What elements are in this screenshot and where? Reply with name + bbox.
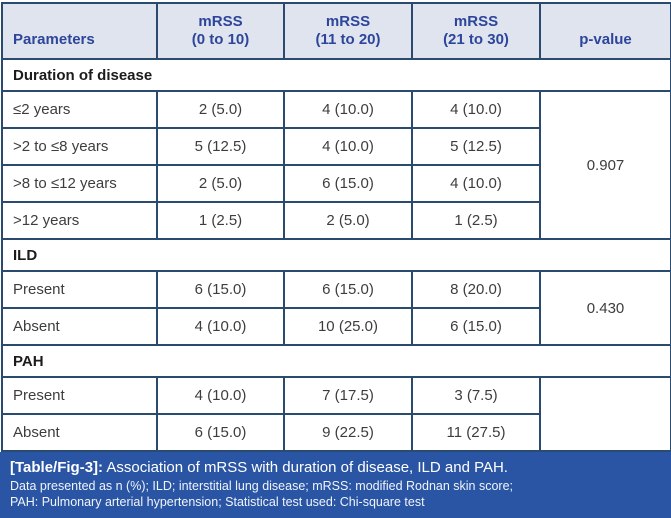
table-row: >2 to ≤8 years 5 (12.5) 4 (10.0) 5 (12.5) (1, 127, 671, 166)
value-cell: 4 (10.0) (411, 164, 541, 203)
p-value-cell: 0.907 (539, 90, 671, 240)
caption-tag: [Table/Fig-3]: (10, 459, 104, 476)
row-label: Present (1, 376, 158, 415)
value-cell: 10 (25.0) (283, 307, 413, 346)
value-cell: 2 (5.0) (156, 164, 285, 203)
figure-caption: [Table/Fig-3]: Association of mRSS with … (0, 452, 671, 518)
table-row: Absent 6 (15.0) 9 (22.5) 11 (27.5) (1, 413, 671, 452)
table-row: Present 4 (10.0) 7 (17.5) 3 (7.5) (1, 376, 671, 452)
row-label: >8 to ≤12 years (1, 164, 158, 203)
caption-title-line: [Table/Fig-3]: Association of mRSS with … (10, 458, 661, 478)
value-cell: 4 (10.0) (156, 307, 285, 346)
column-header-parameters: Parameters (1, 2, 158, 60)
column-header-mrss-11-20: mRSS (11 to 20) (283, 2, 413, 60)
value-cell: 2 (5.0) (283, 201, 413, 240)
value-cell: 6 (15.0) (283, 164, 413, 203)
value-cell: 6 (15.0) (283, 270, 413, 309)
caption-note-line-2: PAH: Pulmonary arterial hypertension; St… (10, 495, 425, 510)
row-label: ≤2 years (1, 90, 158, 129)
caption-note-line-1: Data presented as n (%); ILD; interstiti… (10, 478, 514, 493)
table-row: Present 6 (15.0) 6 (15.0) 8 (20.0) 0.430 (1, 270, 671, 346)
section-title: PAH (1, 344, 671, 378)
value-cell: 8 (20.0) (411, 270, 541, 309)
p-value-cell (539, 376, 671, 452)
value-cell: 4 (10.0) (283, 90, 413, 129)
column-header-label: mRSS (325, 12, 371, 30)
row-label: >12 years (1, 201, 158, 240)
value-cell: 6 (15.0) (156, 270, 285, 309)
caption-title: Association of mRSS with duration of dis… (103, 459, 508, 476)
value-cell: 1 (2.5) (156, 201, 285, 240)
value-cell: 3 (7.5) (411, 376, 541, 415)
value-cell: 1 (2.5) (411, 201, 541, 240)
p-value-cell: 0.430 (539, 270, 671, 346)
value-cell: 2 (5.0) (156, 90, 285, 129)
value-cell: 4 (10.0) (283, 127, 413, 166)
column-header-sublabel: (0 to 10) (191, 31, 250, 49)
section-row: Duration of disease (1, 58, 671, 92)
column-header-pvalue: p-value (539, 2, 671, 60)
value-cell: 5 (12.5) (411, 127, 541, 166)
value-cell: 4 (10.0) (156, 376, 285, 415)
table-row: ≤2 years 2 (5.0) 4 (10.0) 4 (10.0) 0.907 (1, 90, 671, 240)
value-cell: 11 (27.5) (411, 413, 541, 452)
row-label: Absent (1, 413, 158, 452)
table-row: Absent 4 (10.0) 10 (25.0) 6 (15.0) (1, 307, 671, 346)
section-row: ILD (1, 238, 671, 272)
value-cell: 9 (22.5) (283, 413, 413, 452)
association-table: Parameters mRSS (0 to 10) mRSS (11 to 20… (1, 2, 671, 452)
row-label: Absent (1, 307, 158, 346)
section-row: PAH (1, 344, 671, 378)
row-label: Present (1, 270, 158, 309)
table-body: Duration of disease ≤2 years 2 (5.0) 4 (10.… (1, 58, 671, 452)
section-title: ILD (1, 238, 671, 272)
value-cell: 7 (17.5) (283, 376, 413, 415)
column-header-mrss-21-30: mRSS (21 to 30) (411, 2, 541, 60)
column-header-label: mRSS (453, 12, 499, 30)
column-header-mrss-0-10: mRSS (0 to 10) (156, 2, 285, 60)
table-row: >8 to ≤12 years 2 (5.0) 6 (15.0) 4 (10.0) (1, 164, 671, 203)
section-title: Duration of disease (1, 58, 671, 92)
column-header-label: p-value (579, 31, 632, 49)
value-cell: 6 (15.0) (411, 307, 541, 346)
value-cell: 5 (12.5) (156, 127, 285, 166)
value-cell: 6 (15.0) (156, 413, 285, 452)
column-header-sublabel: (11 to 20) (315, 31, 381, 49)
table-row: >12 years 1 (2.5) 2 (5.0) 1 (2.5) (1, 201, 671, 240)
row-label: >2 to ≤8 years (1, 127, 158, 166)
column-header-label: Parameters (13, 31, 95, 49)
column-header-sublabel: (21 to 30) (443, 31, 509, 49)
value-cell: 4 (10.0) (411, 90, 541, 129)
table-header: Parameters mRSS (0 to 10) mRSS (11 to 20… (1, 2, 671, 60)
column-header-label: mRSS (198, 12, 243, 30)
